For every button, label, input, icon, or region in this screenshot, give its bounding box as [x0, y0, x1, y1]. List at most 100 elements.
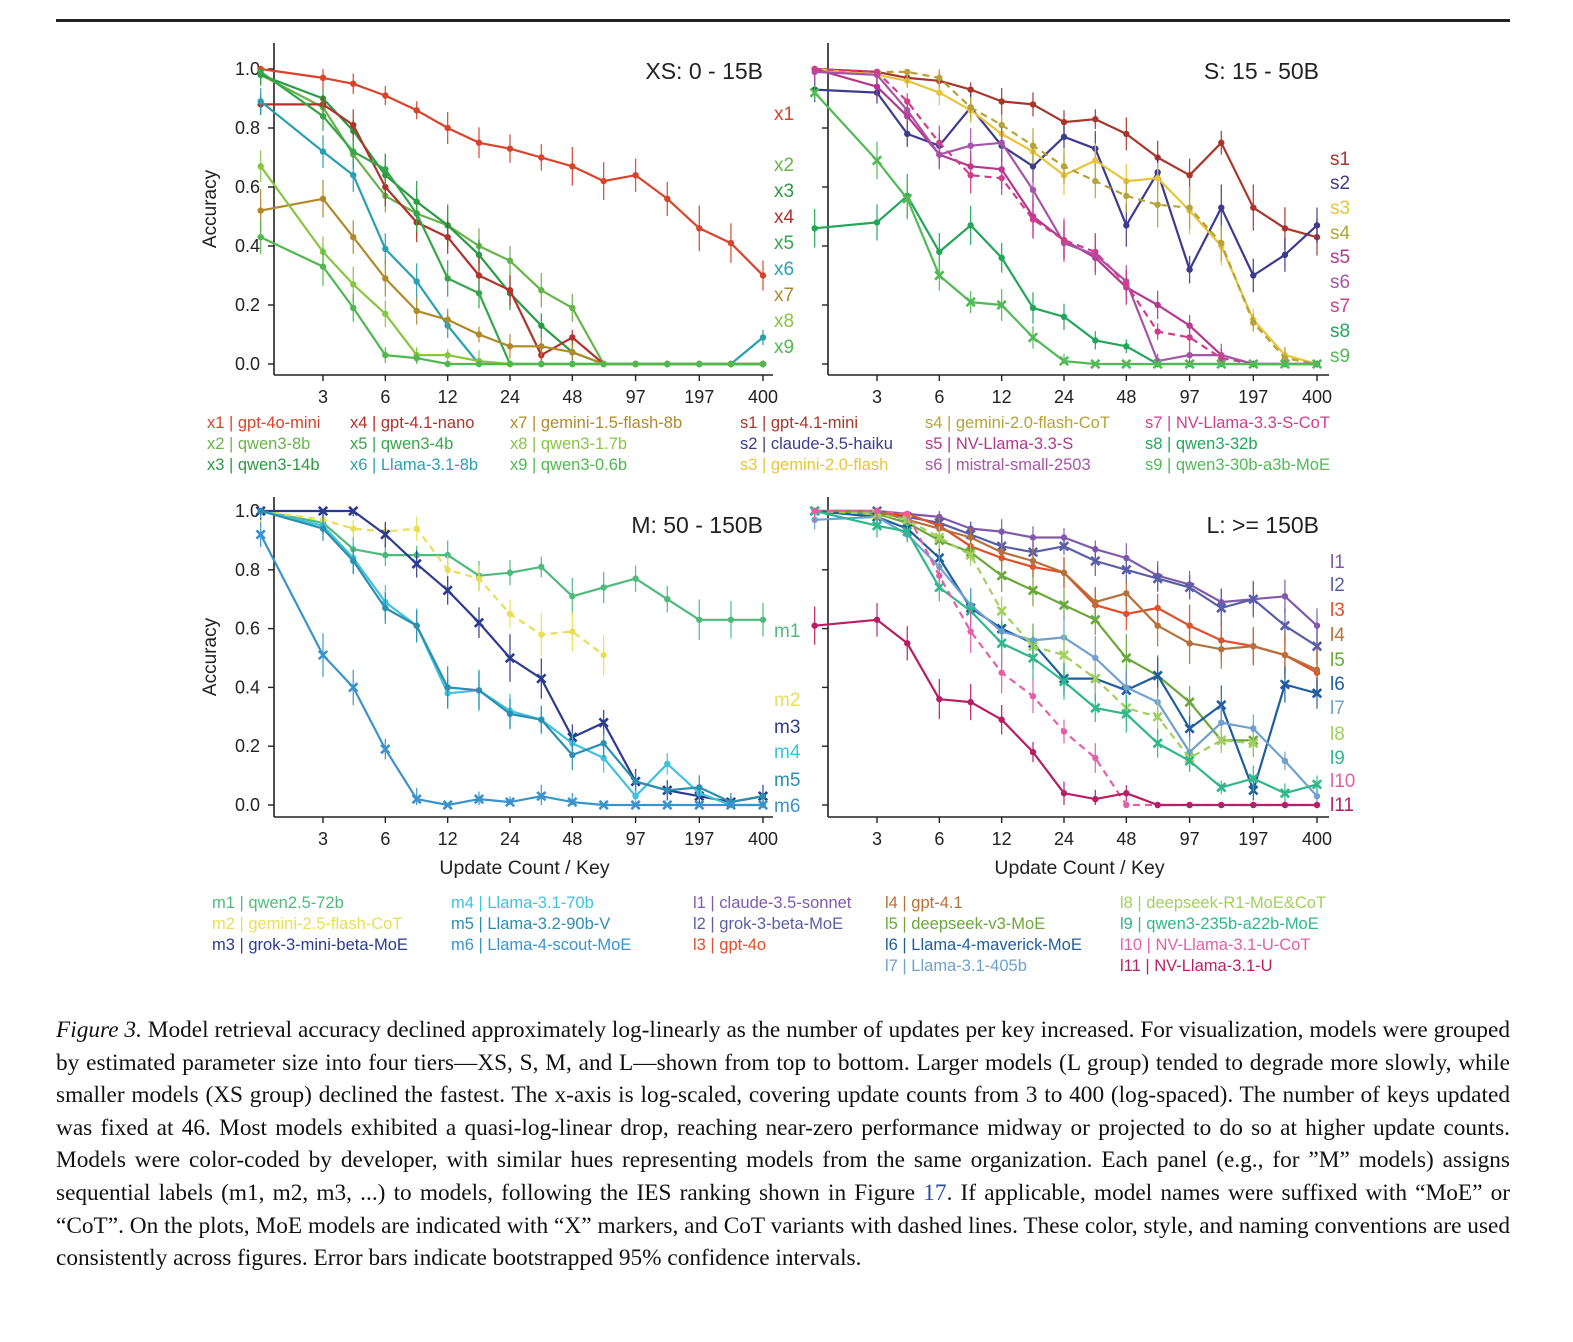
data-point: [504, 796, 516, 808]
data-point: [998, 254, 1005, 261]
data-point: [506, 145, 514, 152]
data-point: [1186, 172, 1193, 179]
data-point: [936, 139, 943, 146]
data-point: [934, 270, 945, 281]
data-point: [1218, 354, 1225, 362]
series-line: [260, 509, 763, 621]
data-point: [1218, 645, 1225, 653]
series-end-label: l6: [1330, 674, 1345, 695]
data-point: [998, 669, 1005, 676]
data-point: [1216, 358, 1227, 370]
data-point: [936, 248, 943, 256]
series-line: [814, 88, 1318, 277]
data-point: [759, 272, 767, 279]
data-point: [809, 87, 820, 98]
figure-caption: Figure 3. Model retrieval accuracy decli…: [56, 1014, 1510, 1275]
x-tick-label: 24: [500, 829, 520, 849]
series-end-label: x7: [774, 285, 794, 306]
series-end-label: s2: [1330, 173, 1350, 194]
data-point: [996, 605, 1007, 617]
series-line: [260, 73, 763, 366]
data-point: [873, 219, 881, 226]
series-end-label: l9: [1330, 748, 1345, 769]
data-point: [1216, 735, 1227, 746]
data-point: [1123, 801, 1130, 809]
data-point: [759, 334, 767, 341]
data-point: [1121, 652, 1132, 664]
series-end-label: m4: [774, 742, 801, 763]
data-point: [1027, 652, 1039, 664]
series-s5: s5: [811, 65, 1350, 368]
series-x1: x1: [257, 65, 794, 291]
data-point: [632, 172, 639, 179]
data-point: [664, 787, 671, 794]
data-point: [998, 548, 1005, 556]
data-point: [1029, 304, 1037, 312]
data-point: [1092, 115, 1099, 123]
data-point: [1184, 723, 1195, 734]
series-line: [814, 618, 1317, 807]
data-point: [1313, 792, 1321, 800]
data-point: [506, 287, 514, 294]
x-tick-label: 24: [1054, 387, 1074, 407]
figure-reference-link[interactable]: 17: [923, 1179, 947, 1206]
series-line: [260, 509, 764, 804]
data-point: [1281, 757, 1289, 765]
series-line: [814, 67, 1317, 366]
data-point: [319, 525, 327, 532]
data-point: [1029, 693, 1037, 700]
data-point: [1123, 790, 1130, 797]
data-point: [1313, 666, 1321, 673]
data-point: [1029, 557, 1037, 565]
data-point: [348, 682, 359, 693]
accuracy-figure: 0.0 0.2 0.4 0.6 0.8 1.0 3 6 12 24 48 97 197 400 Accura…: [200, 43, 1355, 879]
data-point: [475, 290, 483, 297]
y-tick-label: 0.0: [235, 354, 260, 374]
data-point: [536, 673, 547, 684]
series-m6: m6: [255, 521, 800, 817]
data-point: [1281, 593, 1289, 600]
series-end-label: x8: [774, 311, 794, 332]
data-point: [998, 121, 1005, 129]
data-point: [1279, 358, 1291, 370]
series-m4: m4: [257, 507, 801, 809]
data-point: [1154, 201, 1161, 208]
data-point: [934, 532, 945, 543]
series-end-label: l1: [1330, 552, 1345, 573]
data-point: [382, 275, 389, 282]
series-line: [814, 67, 1317, 366]
data-point: [411, 794, 422, 805]
y-tick-label: 0.0: [235, 795, 260, 815]
series-x9: x9: [257, 220, 794, 368]
data-point: [996, 570, 1007, 581]
data-point: [759, 616, 767, 623]
data-point: [1250, 272, 1257, 279]
data-point: [1313, 622, 1321, 629]
data-point: [444, 360, 451, 368]
data-point: [904, 98, 911, 105]
data-point: [506, 569, 514, 576]
series-end-label: x5: [774, 233, 794, 254]
data-point: [696, 616, 703, 623]
data-point: [967, 86, 974, 93]
x-tick-label: 48: [562, 387, 582, 407]
data-point: [998, 98, 1005, 105]
data-point: [1123, 684, 1130, 691]
data-point: [475, 575, 483, 582]
data-point: [1279, 788, 1291, 799]
data-point: [382, 604, 389, 612]
series-line: [260, 509, 764, 804]
series-end-label: l4: [1330, 625, 1345, 646]
data-point: [1152, 738, 1163, 749]
y-tick-label: 0.4: [235, 236, 260, 256]
x-tick-label: 3: [318, 829, 328, 849]
data-point: [257, 163, 264, 170]
x-tick-label: 12: [992, 829, 1012, 849]
data-point: [350, 121, 357, 129]
data-point: [413, 622, 420, 629]
x-tick-label: 3: [872, 387, 882, 407]
data-point: [1184, 755, 1195, 767]
x-tick-label: 12: [438, 387, 458, 407]
data-point: [257, 207, 264, 214]
data-point: [444, 684, 451, 691]
